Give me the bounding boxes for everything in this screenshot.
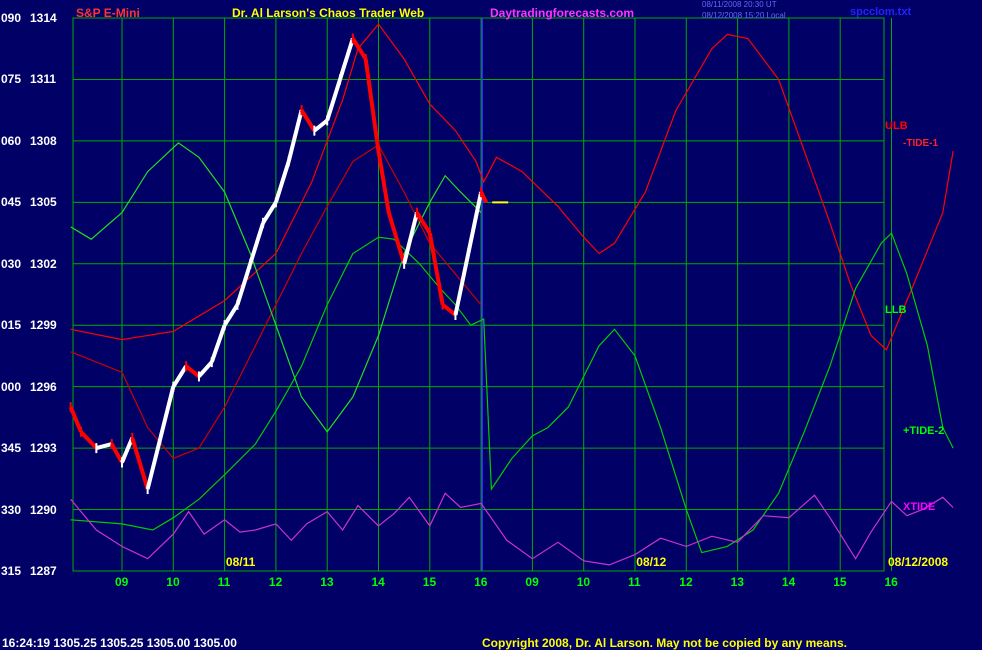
x-date-label: 08/11 <box>225 555 256 569</box>
price-segment <box>248 222 265 265</box>
x-hour-label: 16 <box>884 575 898 589</box>
price-segment <box>158 386 176 439</box>
price-segment <box>68 406 83 433</box>
price-segment <box>299 109 317 132</box>
price-segment <box>109 443 124 464</box>
y-price-label: 1305 <box>30 195 57 210</box>
y-price-label: 1314 <box>30 11 57 25</box>
x-hour-label: 09 <box>115 575 129 589</box>
price-segment <box>197 360 214 378</box>
x-hour-label: 12 <box>268 575 283 589</box>
price-segment <box>120 437 135 464</box>
price-segment <box>441 303 457 317</box>
y-price-label: 1287 <box>30 564 57 578</box>
price-segment <box>363 58 381 152</box>
series-line-xtide <box>70 492 954 566</box>
x-hour-label: 09 <box>525 575 539 589</box>
legend-label: ULB <box>885 120 908 132</box>
y-price-label: 1290 <box>30 502 57 517</box>
timestamp-local: 08/12/2008 15:20 Local <box>702 11 786 20</box>
y-tick-label: 060 <box>1 133 22 148</box>
price-segment <box>95 442 113 451</box>
y-price-label: 1311 <box>30 72 57 87</box>
price-segment <box>145 437 163 490</box>
price-segment <box>235 263 253 306</box>
price-segment <box>453 253 471 316</box>
x-hour-label: 15 <box>422 575 437 589</box>
price-segment <box>222 303 240 327</box>
y-price-label: 1293 <box>30 441 57 456</box>
site-link[interactable]: Daytradingforecasts.com <box>490 6 635 20</box>
y-tick-label: 030 <box>1 256 22 271</box>
x-hour-label: 16 <box>474 575 488 589</box>
price-bars <box>68 33 489 495</box>
price-segment <box>209 324 227 363</box>
x-hour-label: 10 <box>166 575 180 589</box>
y-tick-label: 345 <box>1 441 22 456</box>
price-segment <box>386 211 407 265</box>
price-segment <box>261 201 278 224</box>
timestamp-ut: 08/11/2008 20:30 UT <box>702 0 777 9</box>
y-price-label: 1302 <box>30 256 57 271</box>
series-line-ulb <box>70 23 954 351</box>
price-segment <box>273 160 291 203</box>
x-hour-label: 13 <box>320 575 334 589</box>
price-segment <box>427 232 445 306</box>
data-file-name: spcclom.txt <box>850 6 912 18</box>
x-hour-label: 14 <box>371 575 385 589</box>
y-tick-label: 045 <box>1 195 22 210</box>
page-title: Dr. Al Larson's Chaos Trader Web <box>232 6 425 20</box>
legend-label: +TIDE-2 <box>903 425 945 437</box>
legend-label: XTIDE <box>903 501 936 513</box>
price-segment <box>171 365 188 388</box>
price-segment <box>79 430 98 450</box>
series-line-tide-2 <box>70 142 482 433</box>
legend-label: -TIDE-1 <box>903 138 938 149</box>
y-tick-label: 315 <box>1 564 22 578</box>
y-price-label: 1299 <box>30 318 57 333</box>
price-segment <box>338 37 355 81</box>
price-segment <box>286 109 304 162</box>
gridlines <box>72 17 892 572</box>
x-hour-label: 14 <box>781 575 796 589</box>
y-tick-label: 000 <box>1 379 22 394</box>
x-hour-label: 10 <box>576 575 591 589</box>
price-segment <box>466 191 484 254</box>
price-segment <box>415 211 432 235</box>
x-hour-label: 13 <box>730 575 744 589</box>
x-hour-label: 11 <box>217 575 231 589</box>
series-line-llb <box>70 232 954 554</box>
copyright-notice: Copyright 2008, Dr. Al Larson. May not b… <box>482 636 847 650</box>
y-tick-label: 075 <box>1 72 22 87</box>
price-segment <box>130 437 150 490</box>
quote-readout: 16:24:19 1305.25 1305.25 1305.00 1305.00 <box>2 636 237 650</box>
x-hour-label: 11 <box>628 575 641 589</box>
x-hour-label: 15 <box>833 575 847 589</box>
price-segment <box>313 118 329 133</box>
price-segment <box>376 150 391 213</box>
x-hour-label: 12 <box>679 575 693 589</box>
chart-title: S&P E-Mini <box>76 6 140 20</box>
x-date-label: 08/12 <box>636 555 667 569</box>
price-segment <box>402 212 419 265</box>
price-segment <box>351 37 368 61</box>
price-segment <box>184 364 201 378</box>
x-date-label: 08/12/2008 <box>888 555 949 569</box>
y-tick-label: 090 <box>1 11 22 25</box>
price-segment <box>325 78 342 122</box>
y-price-label: 1308 <box>30 133 57 148</box>
y-price-label: 1296 <box>30 379 57 394</box>
legend-label: LLB <box>885 304 907 316</box>
y-tick-label: 330 <box>1 502 22 517</box>
y-tick-label: 015 <box>1 318 22 333</box>
